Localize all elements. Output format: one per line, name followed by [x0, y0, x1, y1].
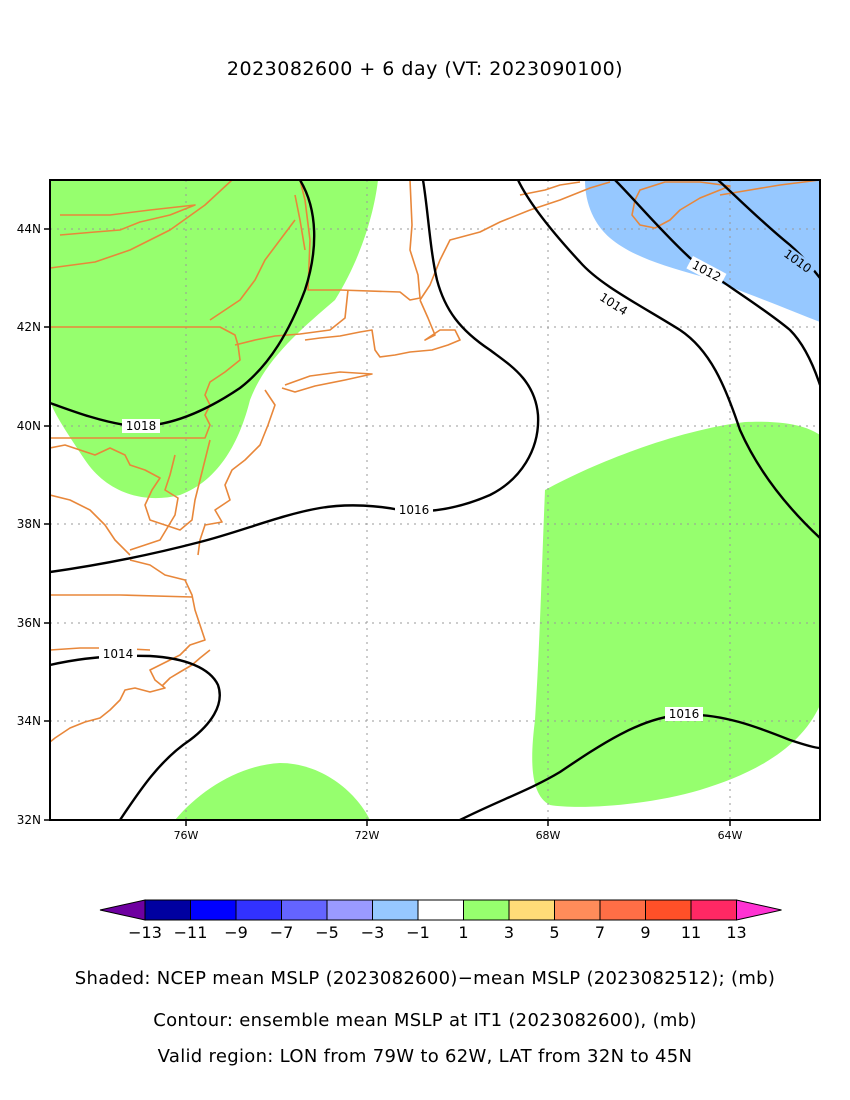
lat-label-34n: 34N — [17, 714, 41, 728]
coastline-chesapeake-inner — [129, 454, 179, 551]
colorbar-swatch — [190, 899, 237, 921]
caption-shaded: Shaded: NCEP mean MSLP (2023082600)−mean… — [74, 968, 776, 989]
border-vt-nh — [234, 289, 349, 346]
lat-tick-labels: 32N 34N 36N 38N 40N 42N 44N — [17, 222, 41, 827]
colorbar-swatch — [417, 899, 464, 921]
colorbar-swatch — [645, 899, 692, 921]
coastlines-and-borders — [50, 180, 820, 743]
colorbar-swatch — [463, 899, 510, 921]
anomaly-region-green-northwest — [50, 180, 378, 499]
colorbar-tick-label: 9 — [640, 923, 650, 942]
border-quebec-maine — [59, 204, 196, 236]
coastline-cape-cod — [304, 299, 461, 358]
lat-label-44n: 44N — [17, 222, 41, 236]
colorbar: −13 −11 −9 −7 −5 −3 −1 1 3 5 7 9 11 13 — [99, 899, 782, 942]
coastline-virginia — [50, 559, 206, 743]
border-wv-va — [50, 494, 131, 556]
colorbar-tick-label: 3 — [504, 923, 514, 942]
colorbar-swatch — [281, 899, 328, 921]
colorbar-swatch — [326, 899, 373, 921]
colorbar-swatch — [690, 899, 737, 921]
contour-1016-north — [50, 180, 540, 574]
contour-label-1014-southwest: 1014 — [103, 647, 134, 661]
lat-label-40n: 40N — [17, 419, 41, 433]
contour-label-1018: 1018 — [126, 419, 157, 433]
colorbar-tick-label: 5 — [549, 923, 559, 942]
lat-label-36n: 36N — [17, 616, 41, 630]
lon-tick-labels: 76W 72W 68W 64W — [174, 829, 743, 842]
colorbar-tick-label: −5 — [315, 923, 339, 942]
colorbar-swatch — [508, 899, 555, 921]
colorbar-tick-label: −7 — [270, 923, 294, 942]
coastline-gaspe — [519, 181, 581, 196]
anomaly-region-green-east — [532, 421, 820, 807]
colorbar-tick-label: −11 — [174, 923, 208, 942]
lon-label-72w: 72W — [355, 829, 380, 842]
colorbar-swatch — [235, 899, 282, 921]
lat-lon-grid — [50, 180, 820, 820]
lon-label-76w: 76W — [174, 829, 199, 842]
colorbar-tick-label: −13 — [128, 923, 162, 942]
contour-1012 — [614, 180, 820, 386]
colorbar-tick-label: −9 — [224, 923, 248, 942]
caption-region: Valid region: LON from 79W to 62W, LAT f… — [157, 1046, 693, 1067]
contour-1018 — [50, 180, 316, 428]
colorbar-tick-label: 7 — [595, 923, 605, 942]
colorbar-tick-label: −1 — [406, 923, 430, 942]
plot-frame — [49, 179, 821, 821]
anomaly-region-blue-northeast — [585, 180, 820, 322]
colorbar-tick-label: 13 — [726, 923, 746, 942]
contour-1014-east — [516, 180, 820, 539]
coastline-nova-scotia-north — [631, 181, 731, 229]
border-maine-nh — [294, 194, 306, 251]
border-md-va — [50, 594, 193, 598]
border-ny-vt — [209, 219, 296, 321]
anomaly-region-green-south — [175, 763, 370, 820]
colorbar-over-arrow — [736, 899, 782, 921]
colorbar-tick-label: 11 — [681, 923, 701, 942]
border-pa-ny — [50, 326, 241, 439]
lat-label-42n: 42N — [17, 320, 41, 334]
lat-label-38n: 38N — [17, 517, 41, 531]
colorbar-swatch — [144, 899, 191, 921]
axis-ticks — [44, 228, 731, 826]
shaded-anomaly-layer — [50, 180, 820, 820]
lon-label-64w: 64W — [718, 829, 743, 842]
colorbar-under-arrow — [99, 899, 146, 921]
colorbar-swatch — [599, 899, 646, 921]
caption-contour: Contour: ensemble mean MSLP at IT1 (2023… — [153, 1010, 697, 1031]
coastline-new-england — [50, 180, 233, 269]
colorbar-tick-label: 1 — [458, 923, 468, 942]
map-title: 2023082600 + 6 day (VT: 2023090100) — [226, 58, 624, 80]
contour-label-1016-south: 1016 — [669, 707, 700, 721]
coastline-nova-scotia — [419, 181, 611, 301]
coastline-maine — [299, 180, 421, 301]
coastline-pei — [719, 180, 820, 196]
contour-1014-southwest — [50, 654, 221, 820]
contour-label-1014-east: 1014 — [597, 290, 630, 318]
colorbar-tick-label: −3 — [361, 923, 385, 942]
coastline-new-jersey — [197, 389, 276, 556]
coastline-chesapeake — [50, 439, 211, 531]
colorbar-swatch — [554, 899, 601, 921]
lon-label-68w: 68W — [536, 829, 561, 842]
contour-label-1016-north: 1016 — [399, 503, 430, 517]
coastline-outer-banks — [161, 649, 211, 687]
colorbar-swatch — [372, 899, 419, 921]
coastline-long-island — [281, 371, 373, 393]
lat-label-32n: 32N — [17, 813, 41, 827]
